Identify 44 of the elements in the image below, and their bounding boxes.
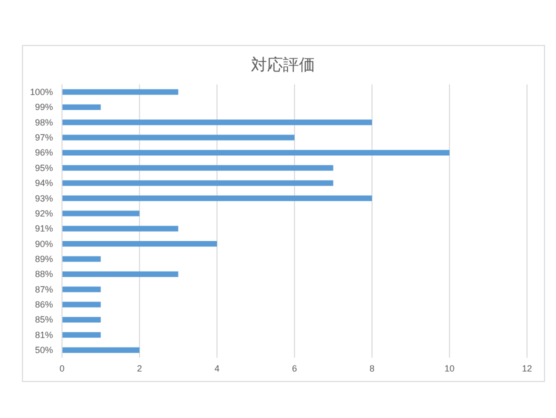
y-tick-label: 96% [34,148,53,158]
bar [62,210,140,216]
x-tick-label: 12 [522,364,532,374]
y-tick-label: 89% [34,254,53,264]
bar [62,180,334,186]
x-tick-label: 0 [59,364,65,374]
y-tick-label: 87% [34,284,53,294]
y-tick-label: 95% [34,162,53,173]
y-tick-label: 92% [34,208,53,218]
y-tick-label: 99% [34,102,53,112]
bar [62,316,101,323]
bar [62,332,101,338]
y-tick-label: 81% [34,330,53,340]
bar [62,302,101,308]
y-tick-label: 100% [30,86,53,97]
bar [62,150,450,156]
chart-title: 対応評価 [251,56,315,74]
bar [62,104,101,110]
y-tick-label: 93% [34,193,53,204]
bar [62,256,101,262]
bar [62,195,372,202]
bar [62,120,372,126]
y-tick-label: 50% [34,345,53,356]
bar [62,165,334,171]
bar [62,134,294,140]
y-tick-label: 97% [34,132,53,143]
x-tick-label: 10 [444,364,455,374]
y-tick-label: 88% [34,269,53,280]
x-tick-label: 4 [214,364,220,374]
y-tick-label: 91% [34,224,53,234]
y-tick-label: 90% [34,238,53,249]
bar [62,271,178,277]
x-tick-label: 6 [292,364,298,374]
bar [62,241,217,247]
y-tick-label: 85% [34,314,53,325]
x-tick-label: 8 [369,364,375,374]
bar [62,347,140,353]
y-tick-label: 94% [34,178,53,188]
bar [62,226,178,232]
bar [62,286,101,292]
bar [62,89,178,95]
x-tick-label: 2 [136,364,142,374]
y-tick-label: 98% [34,117,53,128]
y-tick-label: 86% [34,300,53,310]
